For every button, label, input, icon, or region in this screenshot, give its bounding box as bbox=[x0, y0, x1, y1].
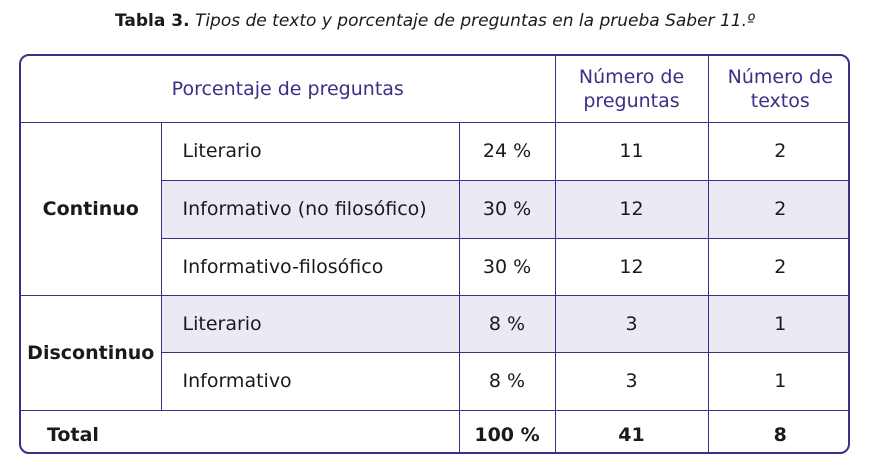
percent-cell: 30 % bbox=[458, 179, 556, 239]
percent-cell: 8 % bbox=[458, 351, 556, 411]
percent-cell: 24 % bbox=[458, 121, 556, 181]
caption-label: Tabla 3. bbox=[114, 11, 190, 31]
texts-cell: 2 bbox=[707, 179, 848, 239]
table-row: Continuo Literario 24 % 11 2 bbox=[21, 121, 848, 296]
header-row: Porcentaje de preguntas Número de pregun… bbox=[21, 56, 848, 123]
text-types-table: Porcentaje de preguntas Número de pregun… bbox=[21, 56, 848, 452]
total-texts: 8 bbox=[707, 409, 848, 452]
header-number-texts: Número de textos bbox=[707, 56, 848, 123]
texts-cell: 2 bbox=[707, 237, 848, 296]
total-label: Total bbox=[21, 409, 460, 452]
questions-cell: 12 bbox=[554, 237, 709, 296]
table-row: Discontinuo Literario 8 % 3 1 bbox=[21, 294, 848, 411]
text-type-cell: Literario bbox=[160, 294, 460, 353]
total-percent: 100 % bbox=[458, 409, 556, 452]
questions-cell: 3 bbox=[554, 351, 709, 411]
total-questions: 41 bbox=[554, 409, 709, 452]
table-row: Informativo 8 % 3 1 bbox=[21, 351, 848, 411]
table-caption: Tabla 3. Tipos de texto y porcentaje de … bbox=[0, 10, 870, 32]
total-row: Total 100 % 41 8 bbox=[21, 409, 848, 452]
texts-cell: 2 bbox=[707, 121, 848, 181]
category-discontinuo: Discontinuo bbox=[21, 294, 162, 411]
questions-cell: 3 bbox=[554, 294, 709, 353]
data-table-container: Porcentaje de preguntas Número de pregun… bbox=[19, 54, 850, 454]
text-type-cell: Literario bbox=[160, 121, 460, 181]
header-percentage-questions: Porcentaje de preguntas bbox=[21, 56, 556, 123]
caption-text: Tipos de texto y porcentaje de preguntas… bbox=[194, 11, 755, 31]
questions-cell: 12 bbox=[554, 179, 709, 239]
table-row: Informativo-filosófico 30 % 12 2 bbox=[21, 237, 848, 296]
category-continuo: Continuo bbox=[21, 121, 162, 296]
text-type-cell: Informativo-filosófico bbox=[161, 237, 460, 296]
percent-cell: 30 % bbox=[458, 237, 556, 296]
text-type-cell: Informativo (no filosófico) bbox=[161, 179, 460, 239]
texts-cell: 1 bbox=[707, 351, 848, 411]
header-number-questions: Número de preguntas bbox=[554, 56, 709, 123]
texts-cell: 1 bbox=[707, 294, 848, 353]
percent-cell: 8 % bbox=[458, 294, 556, 353]
text-type-cell: Informativo bbox=[161, 351, 460, 411]
questions-cell: 11 bbox=[554, 121, 709, 181]
